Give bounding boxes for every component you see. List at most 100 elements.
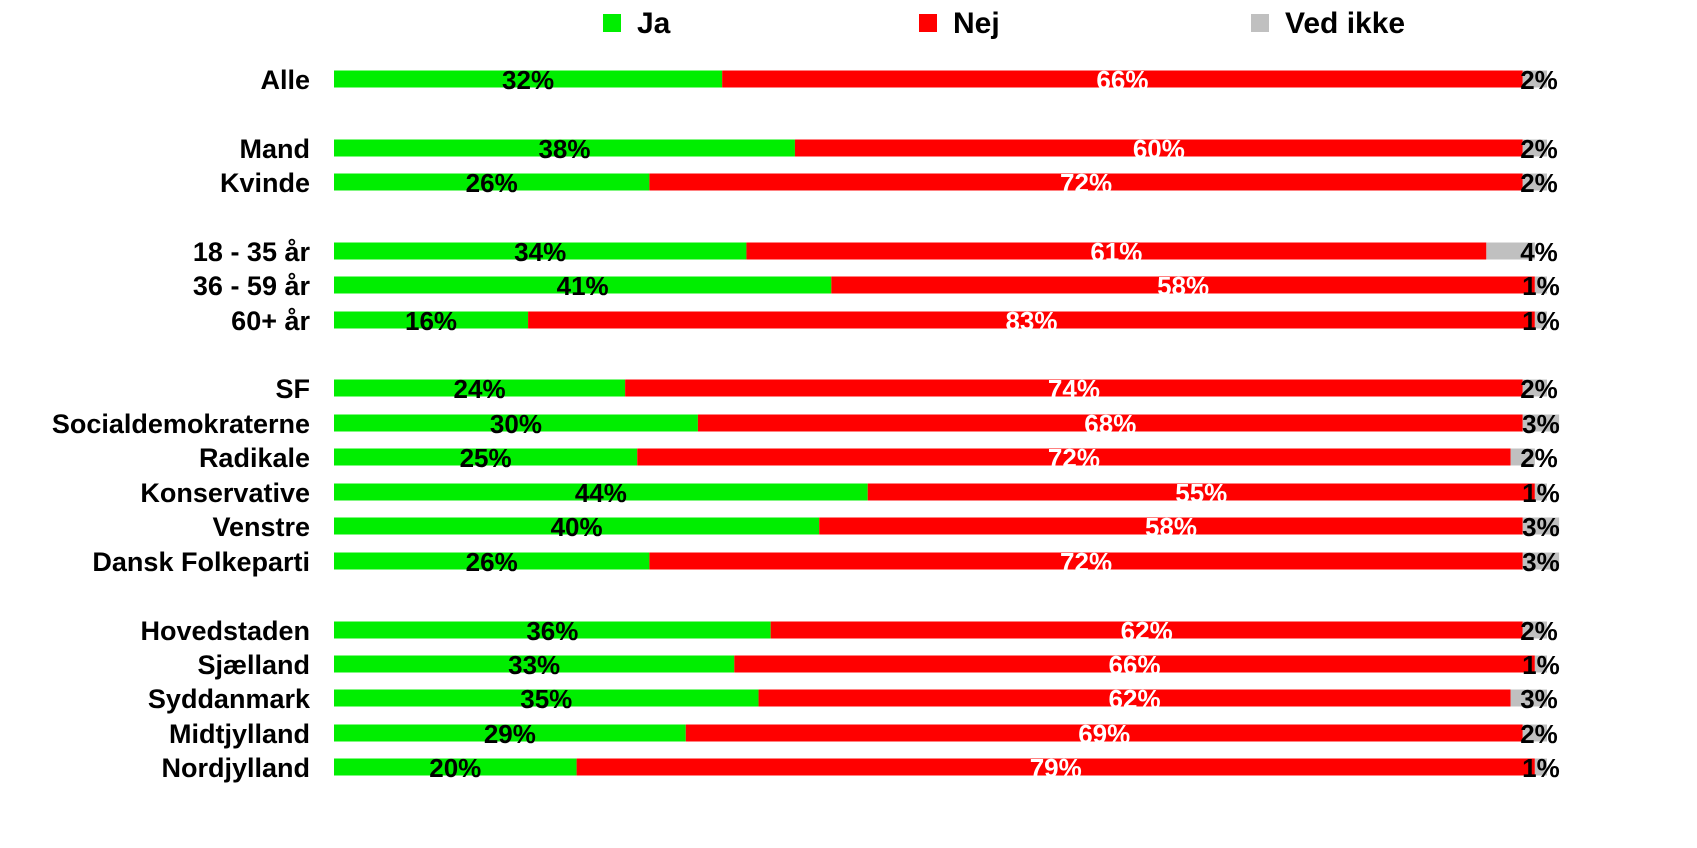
value-label-ved-ikke-midtjylland: 2%	[1520, 719, 1558, 749]
bar-nej-kvinde	[649, 173, 1523, 191]
value-label-ved-ikke-18-35-aar: 4%	[1520, 237, 1558, 267]
category-label-midtjylland: Midtjylland	[169, 719, 310, 749]
value-label-ved-ikke-sjaelland: 1%	[1522, 650, 1560, 680]
value-label-ja-syddanmark: 35%	[520, 684, 572, 714]
value-label-nej-nordjylland: 79%	[1030, 753, 1082, 783]
bar-ja-syddanmark	[334, 689, 759, 707]
value-label-ved-ikke-alle: 2%	[1520, 65, 1558, 95]
bar-ja-18-35-aar	[334, 242, 747, 260]
bar-nej-venstre	[819, 517, 1523, 535]
value-label-nej-midtjylland: 69%	[1078, 719, 1130, 749]
bar-ved-ikke-mand	[1522, 139, 1547, 157]
value-label-ved-ikke-venstre: 3%	[1522, 512, 1560, 542]
value-label-ved-ikke-36-59-aar: 1%	[1522, 271, 1560, 301]
value-label-ja-sjaelland: 33%	[508, 650, 560, 680]
bar-nej-alle	[722, 70, 1523, 88]
bar-ved-ikke-socialdemokraterne	[1522, 414, 1560, 432]
value-label-ja-hovedstaden: 36%	[526, 616, 578, 646]
bar-ved-ikke-kvinde	[1522, 173, 1547, 191]
bar-ved-ikke-hovedstaden	[1522, 621, 1547, 639]
value-label-ja-venstre: 40%	[551, 512, 603, 542]
value-label-nej-venstre: 58%	[1145, 512, 1197, 542]
value-label-ja-midtjylland: 29%	[484, 719, 536, 749]
category-labels: Alle Mand Kvinde 18 - 35 år 36 - 59 år 60+ år…	[52, 65, 311, 783]
bar-ja-sf	[334, 379, 626, 397]
bar-ja-60plus-aar	[334, 311, 529, 329]
bar-nej-socialdemokraterne	[697, 414, 1523, 432]
legend-swatch-nej	[919, 14, 937, 32]
value-label-ved-ikke-syddanmark: 3%	[1520, 684, 1558, 714]
value-label-nej-syddanmark: 62%	[1109, 684, 1161, 714]
value-label-ved-ikke-60plus-aar: 1%	[1522, 306, 1560, 336]
bar-nej-hovedstaden	[770, 621, 1523, 639]
value-label-ved-ikke-sf: 2%	[1520, 374, 1558, 404]
category-label-venstre: Venstre	[212, 512, 310, 542]
value-label-ja-mand: 38%	[538, 134, 590, 164]
bar-nej-nordjylland	[576, 758, 1535, 776]
bar-ja-sjaelland	[334, 655, 735, 673]
category-label-18-35-aar: 18 - 35 år	[193, 237, 311, 267]
value-label-ved-ikke-hovedstaden: 2%	[1520, 616, 1558, 646]
value-label-ved-ikke-nordjylland: 1%	[1522, 753, 1560, 783]
bar-nej-18-35-aar	[746, 242, 1487, 260]
bar-nej-mand	[794, 139, 1523, 157]
value-label-ved-ikke-dansk-folkeparti: 3%	[1522, 547, 1560, 577]
value-label-nej-36-59-aar: 58%	[1157, 271, 1209, 301]
value-label-ja-kvinde: 26%	[466, 168, 518, 198]
category-label-sjaelland: Sjælland	[197, 650, 310, 680]
bar-nej-60plus-aar	[528, 311, 1535, 329]
bar-nej-dansk-folkeparti	[649, 552, 1523, 570]
value-label-ved-ikke-radikale: 2%	[1520, 443, 1558, 473]
legend-swatch-ja	[603, 14, 621, 32]
bar-ved-ikke-nordjylland	[1534, 758, 1547, 776]
value-label-ja-sf: 24%	[454, 374, 506, 404]
category-label-60plus-aar: 60+ år	[231, 306, 310, 336]
category-label-alle: Alle	[260, 65, 310, 95]
category-label-nordjylland: Nordjylland	[161, 753, 310, 783]
legend-label-nej: Nej	[953, 7, 1000, 40]
bar-ja-radikale	[334, 448, 638, 466]
bar-ved-ikke-syddanmark	[1510, 689, 1547, 707]
category-label-kvinde: Kvinde	[220, 168, 310, 198]
value-label-nej-dansk-folkeparti: 72%	[1060, 547, 1112, 577]
bars	[334, 70, 1560, 776]
category-label-hovedstaden: Hovedstaden	[140, 616, 310, 646]
bar-ja-nordjylland	[334, 758, 577, 776]
bar-ved-ikke-midtjylland	[1522, 724, 1547, 742]
bar-ved-ikke-60plus-aar	[1534, 311, 1547, 329]
category-label-socialdemokraterne: Socialdemokraterne	[52, 409, 310, 439]
legend-swatch-ved-ikke	[1251, 14, 1269, 32]
bar-ved-ikke-radikale	[1510, 448, 1535, 466]
value-label-ja-18-35-aar: 34%	[514, 237, 566, 267]
value-label-ja-nordjylland: 20%	[429, 753, 481, 783]
bar-nej-radikale	[637, 448, 1511, 466]
bar-ved-ikke-sjaelland	[1534, 655, 1547, 673]
bar-ved-ikke-venstre	[1522, 517, 1560, 535]
value-label-nej-60plus-aar: 83%	[1005, 306, 1057, 336]
value-labels: 32% 66% 2% 38% 60% 2% 26% 72% 2% 34% 61% 4% 41% 58% 1%…	[405, 65, 1560, 783]
value-label-nej-sjaelland: 66%	[1109, 650, 1161, 680]
bar-nej-midtjylland	[685, 724, 1523, 742]
value-label-nej-18-35-aar: 61%	[1090, 237, 1142, 267]
value-label-ja-socialdemokraterne: 30%	[490, 409, 542, 439]
bar-nej-konservative	[867, 483, 1535, 501]
bar-ja-hovedstaden	[334, 621, 771, 639]
value-label-ved-ikke-kvinde: 2%	[1520, 168, 1558, 198]
value-label-ved-ikke-konservative: 1%	[1522, 478, 1560, 508]
value-label-nej-konservative: 55%	[1175, 478, 1227, 508]
bar-ved-ikke-sf	[1522, 379, 1547, 397]
bar-nej-sf	[625, 379, 1523, 397]
category-label-mand: Mand	[240, 134, 311, 164]
value-label-nej-alle: 66%	[1096, 65, 1148, 95]
category-label-syddanmark: Syddanmark	[148, 684, 311, 714]
value-label-nej-kvinde: 72%	[1060, 168, 1112, 198]
category-label-36-59-aar: 36 - 59 år	[193, 271, 311, 301]
category-label-dansk-folkeparti: Dansk Folkeparti	[92, 547, 310, 577]
value-label-ja-dansk-folkeparti: 26%	[466, 547, 518, 577]
bar-ved-ikke-dansk-folkeparti	[1522, 552, 1560, 570]
value-label-nej-radikale: 72%	[1048, 443, 1100, 473]
value-label-ja-36-59-aar: 41%	[557, 271, 609, 301]
bar-ja-kvinde	[334, 173, 650, 191]
bar-ved-ikke-alle	[1522, 70, 1547, 88]
